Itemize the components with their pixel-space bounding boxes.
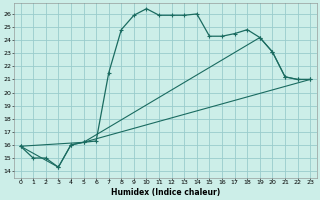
X-axis label: Humidex (Indice chaleur): Humidex (Indice chaleur) — [111, 188, 220, 197]
